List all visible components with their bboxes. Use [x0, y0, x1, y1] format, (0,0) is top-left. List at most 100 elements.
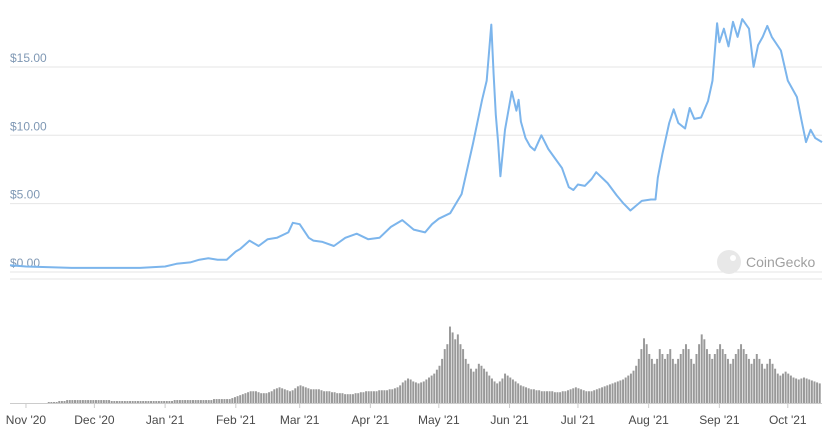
volume-bar — [551, 391, 554, 403]
volume-bar — [768, 358, 771, 403]
volume-bar — [401, 382, 404, 403]
volume-bar — [207, 400, 210, 403]
volume-bar — [501, 378, 504, 403]
volume-bar — [464, 358, 467, 403]
volume-bar — [658, 349, 661, 403]
volume-bar — [115, 401, 118, 403]
volume-bar — [805, 378, 808, 403]
volume-bar — [800, 378, 803, 403]
volume-bar — [640, 349, 643, 403]
volume-bar — [766, 363, 769, 403]
volume-bar — [383, 390, 386, 403]
volume-bar — [713, 354, 716, 403]
volume-bar — [202, 400, 205, 403]
volume-bar — [289, 391, 292, 403]
volume-bar — [797, 379, 800, 403]
volume-bar — [543, 391, 546, 403]
volume-bar — [705, 349, 708, 403]
volume-bar — [650, 358, 653, 403]
volume-bar — [716, 349, 719, 403]
volume-bar — [682, 349, 685, 403]
volume-bar — [344, 394, 347, 403]
x-tick-label: Mar '21 — [280, 413, 320, 427]
volume-bar — [637, 358, 640, 403]
volume-bar — [616, 381, 619, 403]
volume-bar — [737, 349, 740, 403]
volume-bar — [666, 354, 669, 403]
volume-bar — [572, 388, 575, 403]
volume-bar — [509, 377, 512, 403]
coingecko-watermark: CoinGecko — [717, 250, 815, 274]
volume-bar — [816, 382, 819, 403]
volume-bar — [378, 390, 381, 403]
volume-bar — [548, 391, 551, 403]
volume-bar — [577, 388, 580, 403]
volume-bar — [422, 381, 425, 403]
volume-bar — [721, 349, 724, 403]
volume-bar — [789, 375, 792, 403]
volume-bar — [144, 401, 147, 403]
volume-bar — [147, 401, 150, 403]
volume-bar — [758, 358, 761, 403]
volume-bar — [320, 390, 323, 403]
volume-bar — [763, 368, 766, 403]
volume-bar — [624, 377, 627, 403]
volume-bar — [184, 400, 187, 403]
volume-bar — [386, 390, 389, 403]
volume-bar — [186, 400, 189, 403]
volume-bar — [362, 392, 365, 403]
volume-bar — [661, 354, 664, 403]
volume-bar — [784, 371, 787, 403]
volume-bar — [467, 363, 470, 403]
volume-bar — [205, 400, 208, 403]
volume-bar — [76, 400, 79, 403]
volume-bar — [212, 399, 215, 403]
gecko-eye-icon — [730, 255, 736, 261]
x-tick-label: Feb '21 — [216, 413, 256, 427]
volume-bar — [711, 358, 714, 403]
volume-bar — [365, 391, 368, 403]
volume-bar — [671, 358, 674, 403]
volume-bar — [388, 389, 391, 403]
volume-bar — [281, 388, 284, 403]
volume-bar — [268, 392, 271, 403]
volume-bar — [574, 387, 577, 403]
volume-bar — [247, 392, 250, 403]
volume-bar — [270, 391, 273, 403]
x-tick-label: Apr '21 — [352, 413, 390, 427]
volume-bar — [223, 399, 226, 403]
x-tick-label: Jul '21 — [561, 413, 596, 427]
volume-bar — [273, 389, 276, 403]
volume-bar — [197, 400, 200, 403]
volume-bar — [700, 334, 703, 403]
volume-bar — [336, 393, 339, 403]
volume-bar — [724, 354, 727, 403]
volume-bar — [585, 391, 588, 403]
volume-bar — [171, 401, 174, 403]
volume-bar — [674, 363, 677, 403]
volume-bar — [627, 375, 630, 403]
volume-bar — [546, 391, 548, 403]
x-tick-label: Jun '21 — [490, 413, 529, 427]
volume-bar — [433, 373, 436, 403]
x-axis-labels: Nov '20 Dec '20 Jan '21 Feb '21 Mar '21 Apr '… — [6, 403, 807, 427]
volume-bars — [47, 326, 821, 403]
volume-bar — [519, 385, 522, 403]
volume-bar — [310, 389, 312, 403]
volume-bar — [559, 392, 562, 403]
volume-bar — [126, 401, 129, 403]
volume-bar — [417, 383, 420, 403]
volume-bar — [685, 344, 687, 403]
volume-bar — [236, 396, 239, 403]
volume-bar — [808, 379, 811, 403]
volume-bar — [74, 400, 76, 403]
volume-bar — [68, 400, 71, 403]
volume-bar — [254, 391, 257, 403]
volume-bar — [121, 401, 124, 403]
volume-bar — [218, 399, 221, 403]
volume-bar — [448, 326, 451, 403]
volume-bar — [192, 400, 194, 403]
volume-bar — [656, 358, 659, 403]
volume-bar — [260, 393, 263, 403]
